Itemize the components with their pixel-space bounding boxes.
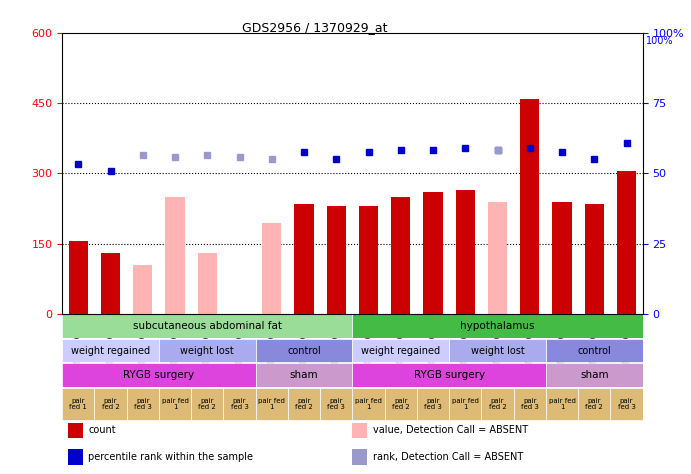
FancyBboxPatch shape xyxy=(546,388,578,420)
FancyBboxPatch shape xyxy=(449,388,482,420)
Text: weight regained: weight regained xyxy=(361,346,440,356)
FancyBboxPatch shape xyxy=(288,388,320,420)
Bar xyxy=(68,423,82,438)
FancyBboxPatch shape xyxy=(159,339,256,362)
Text: pair
fed 3: pair fed 3 xyxy=(134,398,152,410)
Text: control: control xyxy=(287,346,321,356)
Bar xyxy=(327,206,346,314)
Text: weight lost: weight lost xyxy=(180,346,234,356)
Bar xyxy=(552,201,571,314)
Text: pair
fed 2: pair fed 2 xyxy=(392,398,410,410)
Text: sham: sham xyxy=(580,370,609,380)
FancyBboxPatch shape xyxy=(256,388,288,420)
Text: pair
fed 2: pair fed 2 xyxy=(489,398,507,410)
FancyBboxPatch shape xyxy=(352,339,449,362)
Bar xyxy=(585,204,604,314)
Text: control: control xyxy=(578,346,611,356)
Text: GDS2956 / 1370929_at: GDS2956 / 1370929_at xyxy=(242,21,388,34)
Text: pair
fed 3: pair fed 3 xyxy=(424,398,442,410)
Text: RYGB surgery: RYGB surgery xyxy=(414,370,484,380)
Text: rank, Detection Call = ABSENT: rank, Detection Call = ABSENT xyxy=(372,452,523,462)
Bar xyxy=(68,449,82,465)
Bar xyxy=(165,197,184,314)
FancyBboxPatch shape xyxy=(62,363,256,387)
Text: count: count xyxy=(88,425,116,435)
FancyBboxPatch shape xyxy=(610,388,643,420)
FancyBboxPatch shape xyxy=(546,363,643,387)
FancyBboxPatch shape xyxy=(352,314,643,338)
FancyBboxPatch shape xyxy=(482,388,513,420)
Text: RYGB surgery: RYGB surgery xyxy=(124,370,194,380)
Text: pair
fed 3: pair fed 3 xyxy=(521,398,539,410)
Text: weight regained: weight regained xyxy=(71,346,150,356)
Text: pair
fed 3: pair fed 3 xyxy=(231,398,249,410)
Bar xyxy=(352,449,367,465)
Text: pair fed
1: pair fed 1 xyxy=(549,398,576,410)
Bar xyxy=(294,204,314,314)
FancyBboxPatch shape xyxy=(191,388,223,420)
Text: pair
fed 2: pair fed 2 xyxy=(585,398,603,410)
Text: pair
fed 3: pair fed 3 xyxy=(618,398,636,410)
Bar xyxy=(424,192,443,314)
Bar xyxy=(520,99,540,314)
Text: pair fed
1: pair fed 1 xyxy=(355,398,382,410)
Bar xyxy=(455,190,475,314)
Text: subcutaneous abdominal fat: subcutaneous abdominal fat xyxy=(133,321,282,331)
FancyBboxPatch shape xyxy=(385,388,417,420)
FancyBboxPatch shape xyxy=(223,388,256,420)
FancyBboxPatch shape xyxy=(578,388,610,420)
Bar xyxy=(101,253,120,314)
Text: percentile rank within the sample: percentile rank within the sample xyxy=(88,452,254,462)
Text: sham: sham xyxy=(290,370,319,380)
Bar xyxy=(262,223,281,314)
Bar xyxy=(62,314,643,361)
Bar xyxy=(391,197,410,314)
Bar xyxy=(133,264,153,314)
Bar xyxy=(352,423,367,438)
Text: pair fed
1: pair fed 1 xyxy=(452,398,479,410)
Text: pair
fed 2: pair fed 2 xyxy=(198,398,216,410)
Bar xyxy=(488,201,507,314)
Text: pair
fed 1: pair fed 1 xyxy=(69,398,87,410)
Text: pair
fed 2: pair fed 2 xyxy=(295,398,313,410)
Text: hypothalamus: hypothalamus xyxy=(460,321,535,331)
Text: weight lost: weight lost xyxy=(471,346,524,356)
Text: value, Detection Call = ABSENT: value, Detection Call = ABSENT xyxy=(372,425,528,435)
FancyBboxPatch shape xyxy=(352,363,546,387)
Bar xyxy=(198,253,217,314)
FancyBboxPatch shape xyxy=(62,388,95,420)
FancyBboxPatch shape xyxy=(417,388,449,420)
Bar xyxy=(617,171,636,314)
FancyBboxPatch shape xyxy=(95,388,126,420)
FancyBboxPatch shape xyxy=(159,388,191,420)
FancyBboxPatch shape xyxy=(449,339,546,362)
Text: pair
fed 3: pair fed 3 xyxy=(328,398,346,410)
Bar xyxy=(359,206,378,314)
Bar xyxy=(68,241,88,314)
Text: pair fed
1: pair fed 1 xyxy=(258,398,285,410)
FancyBboxPatch shape xyxy=(126,388,159,420)
FancyBboxPatch shape xyxy=(256,363,352,387)
FancyBboxPatch shape xyxy=(320,388,352,420)
Text: pair
fed 2: pair fed 2 xyxy=(102,398,120,410)
FancyBboxPatch shape xyxy=(62,314,352,338)
FancyBboxPatch shape xyxy=(546,339,643,362)
FancyBboxPatch shape xyxy=(256,339,352,362)
Text: 100%: 100% xyxy=(646,36,674,46)
FancyBboxPatch shape xyxy=(352,388,385,420)
Text: pair fed
1: pair fed 1 xyxy=(162,398,189,410)
FancyBboxPatch shape xyxy=(62,339,159,362)
FancyBboxPatch shape xyxy=(513,388,546,420)
